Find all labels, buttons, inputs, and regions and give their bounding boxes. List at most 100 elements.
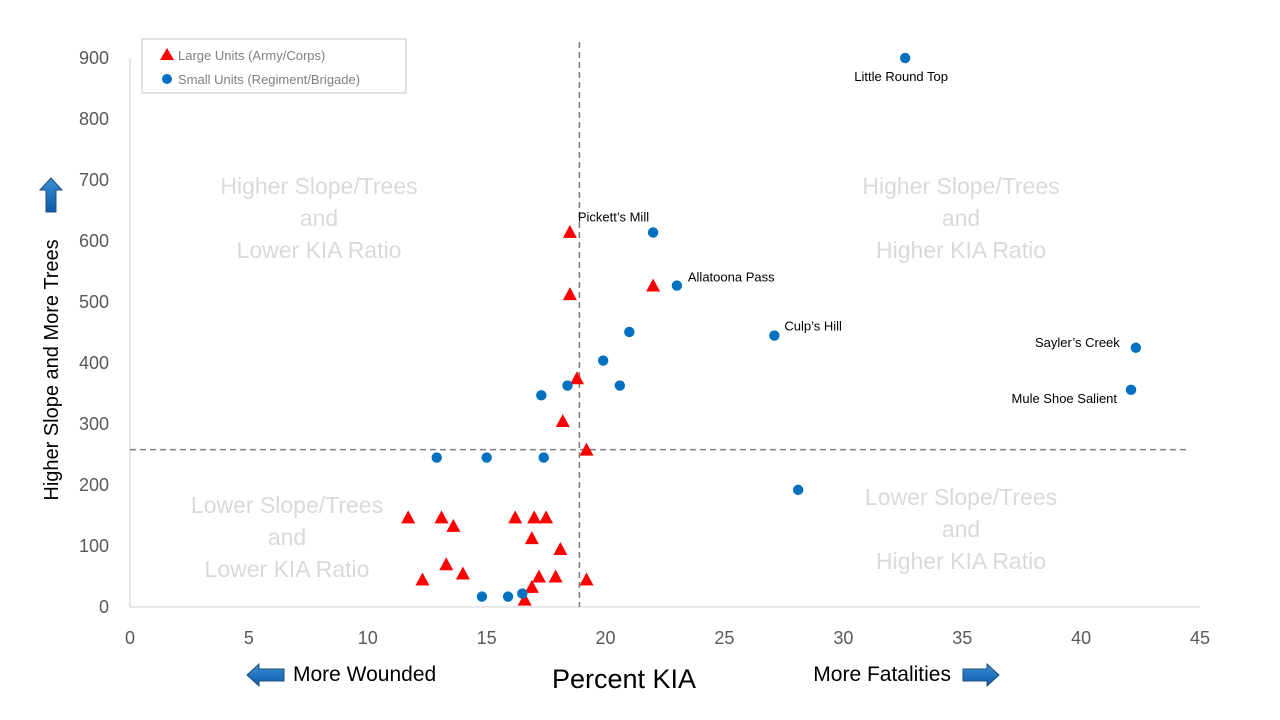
legend: Large Units (Army/Corps) Small Units (Re… — [141, 38, 407, 94]
legend-small-units-label: Small Units (Regiment/Brigade) — [178, 72, 360, 87]
large-unit-point — [439, 557, 454, 571]
x-tick-label: 40 — [1071, 628, 1091, 648]
data-label: Little Round Top — [854, 69, 948, 84]
small-unit-point — [614, 380, 626, 391]
y-tick-label: 100 — [79, 536, 109, 556]
legend-circle-marker — [162, 74, 172, 84]
small-unit-point — [647, 227, 659, 238]
x-tick-label: 25 — [714, 628, 734, 648]
small-unit-point — [597, 355, 609, 366]
y-tick-label: 600 — [79, 231, 109, 251]
large-unit-point — [401, 510, 416, 524]
large-unit-point — [579, 442, 594, 456]
data-label: Culp’s Hill — [784, 319, 842, 334]
data-label: Mule Shoe Salient — [1012, 391, 1118, 406]
small-unit-point — [476, 591, 488, 602]
quadrant-label-top-right: and — [942, 205, 980, 231]
point-labels: Pickett’s Mill Allatoona Pass Culp’s Hill L… — [578, 69, 1120, 406]
quadrant-label-top-left: and — [300, 205, 338, 231]
quadrant-label-top-left: Higher Slope/Trees — [220, 173, 417, 199]
x-tick-label: 30 — [833, 628, 853, 648]
large-unit-point — [517, 592, 532, 606]
large-unit-point — [548, 569, 563, 583]
data-label: Sayler’s Creek — [1035, 335, 1120, 350]
y-axis-title-text: Higher Slope and More Trees — [41, 239, 63, 500]
large-unit-point — [527, 510, 542, 524]
large-unit-point — [555, 413, 570, 427]
large-unit-point — [539, 510, 554, 524]
y-tick-labels: 0 100 200 300 400 500 600 700 800 900 — [79, 48, 109, 617]
more-fatalities-indicator: More Fatalities — [813, 662, 1000, 688]
y-tick-label: 400 — [79, 353, 109, 373]
x-tick-label: 20 — [596, 628, 616, 648]
quadrant-label-bottom-right: Lower Slope/Trees — [865, 484, 1057, 510]
small-unit-point — [538, 452, 549, 463]
left-arrow-icon — [246, 662, 285, 688]
x-tick-label: 35 — [952, 628, 972, 648]
x-tick-label: 0 — [125, 628, 135, 648]
quadrant-label-bottom-right: Higher KIA Ratio — [876, 548, 1046, 574]
quadrant-label-top-right: Higher KIA Ratio — [876, 237, 1046, 263]
small-unit-point — [481, 452, 492, 463]
large-unit-point — [508, 510, 523, 524]
more-fatalities-label: More Fatalities — [813, 663, 951, 686]
large-unit-point — [524, 531, 539, 545]
large-unit-point — [524, 579, 539, 593]
large-unit-point — [415, 572, 430, 586]
data-label: Pickett’s Mill — [578, 209, 649, 224]
small-unit-point — [792, 484, 804, 496]
small-unit-point — [502, 591, 514, 602]
x-tick-labels: 0 5 10 15 20 25 30 35 40 45 — [125, 628, 1210, 648]
large-unit-point — [562, 224, 577, 238]
y-tick-label: 900 — [79, 48, 109, 68]
right-arrow-icon — [962, 662, 1000, 688]
large-unit-point — [446, 518, 461, 532]
small-unit-point — [769, 330, 780, 341]
small-unit-point — [562, 380, 573, 391]
up-arrow-icon — [38, 177, 64, 213]
large-unit-point — [562, 287, 577, 301]
quadrant-label-bottom-left: and — [268, 524, 306, 550]
large-unit-point — [531, 569, 546, 583]
large-unit-point — [455, 566, 470, 580]
quadrant-label-bottom-left: Lower KIA Ratio — [205, 556, 370, 582]
y-tick-label: 300 — [79, 414, 109, 434]
x-tick-label: 15 — [477, 628, 497, 648]
legend-large-units-label: Large Units (Army/Corps) — [178, 48, 325, 63]
legend-box — [141, 38, 407, 94]
y-tick-label: 700 — [79, 170, 109, 190]
small-unit-point — [431, 452, 442, 463]
y-tick-label: 0 — [99, 597, 109, 617]
small-unit-point — [517, 588, 528, 599]
more-wounded-label: More Wounded — [293, 663, 436, 686]
small-unit-point — [899, 52, 911, 64]
large-unit-point — [553, 542, 568, 556]
small-unit-point — [1130, 342, 1142, 353]
data-points — [401, 52, 1142, 606]
x-tick-label: 10 — [358, 628, 378, 648]
large-unit-point — [570, 371, 585, 385]
large-unit-point — [646, 278, 661, 292]
large-unit-point — [434, 510, 449, 524]
small-unit-point — [536, 390, 547, 401]
quadrant-label-bottom-right: and — [942, 516, 980, 542]
small-unit-point — [671, 280, 683, 291]
y-tick-label: 200 — [79, 475, 109, 495]
small-unit-point — [624, 326, 635, 338]
data-label: Allatoona Pass — [688, 270, 775, 285]
y-tick-label: 500 — [79, 292, 109, 312]
x-tick-label: 45 — [1190, 628, 1210, 648]
y-axis-title: Higher Slope and More Trees — [38, 177, 64, 501]
x-axis-title: Percent KIA — [552, 664, 696, 694]
y-tick-label: 800 — [79, 109, 109, 129]
large-unit-point — [579, 572, 594, 586]
small-unit-point — [1125, 384, 1137, 396]
quadrant-labels: Higher Slope/Trees and Lower KIA Ratio High… — [191, 173, 1060, 582]
quadrant-label-bottom-left: Lower Slope/Trees — [191, 492, 383, 518]
quadrant-label-top-left: Lower KIA Ratio — [237, 237, 402, 263]
quadrant-label-top-right: Higher Slope/Trees — [862, 173, 1059, 199]
x-tick-label: 5 — [244, 628, 254, 648]
more-wounded-indicator: More Wounded — [246, 662, 436, 688]
legend-triangle-marker — [160, 48, 174, 60]
